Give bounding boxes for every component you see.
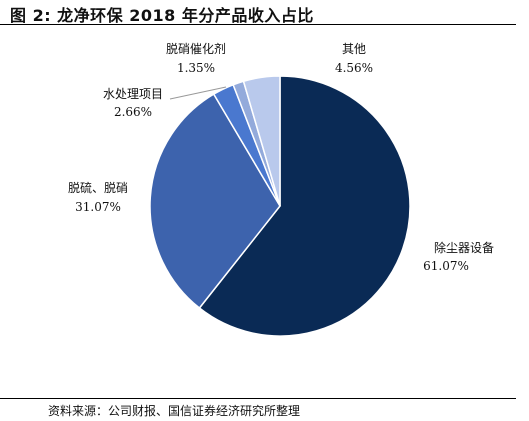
pie-slice <box>242 75 281 207</box>
pie-slice <box>198 75 411 337</box>
pie-slice <box>149 93 281 310</box>
slice-label-name: 其他 <box>342 42 366 56</box>
bottom-rule <box>0 398 516 399</box>
leader-line <box>169 86 227 100</box>
slice-label-value: 4.56% <box>335 61 373 75</box>
figure-title: 图 2: 龙净环保 2018 年分产品收入占比 <box>10 6 314 25</box>
slice-label-value: 31.07% <box>75 200 121 214</box>
top-rule <box>0 24 516 25</box>
slice-label-name: 脱硝催化剂 <box>166 41 226 56</box>
source-note: 资料来源：公司财报、国信证券经济研究所整理 <box>48 404 301 418</box>
slice-label-name: 除尘器设备 <box>434 240 494 255</box>
slice-label-value: 1.35% <box>177 61 215 75</box>
slice-label-name: 脱硫、脱硝 <box>68 180 128 195</box>
slice-label-name: 水处理项目 <box>103 87 163 101</box>
slice-label-value: 2.66% <box>114 105 152 119</box>
slice-label-value: 61.07% <box>423 259 469 273</box>
